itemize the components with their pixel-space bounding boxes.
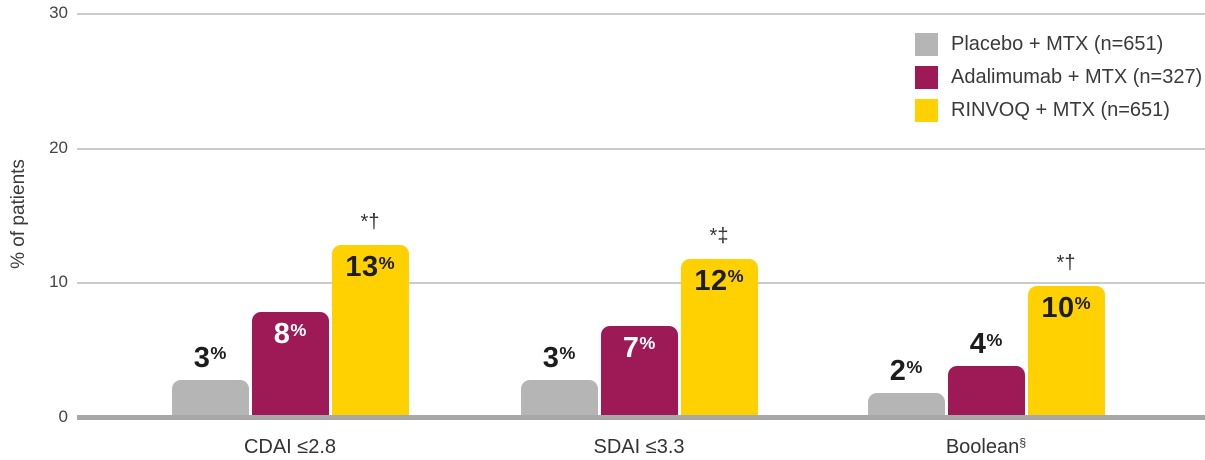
legend-item-rinvoq-mtx: RINVOQ + MTX (n=651) [915,99,1202,122]
bar-value-label: 12% [694,264,744,297]
gridline-10 [77,282,1205,284]
significance-marker: *† [1056,251,1076,274]
bar-value-label: 2% [889,355,923,388]
bar-rinvoq-mtx-boolean [1027,285,1105,420]
x-category-label-boolean: Boolean§ [945,436,1027,459]
legend-label: RINVOQ + MTX (n=651) [951,99,1170,121]
x-category-label-sdai: SDAI ≤3.3 [593,436,685,458]
significance-marker: *† [360,211,380,234]
bar-value-label: 13% [345,251,395,284]
bar-value-label: 4% [969,328,1003,361]
percent-sign: % [378,252,395,273]
legend-swatch [915,66,938,89]
legend-swatch [915,33,938,56]
bar-placebo-mtx-cdai [171,379,249,420]
x-axis-line [77,415,1205,420]
legend-label: Adalimumab + MTX (n=327) [951,66,1203,88]
y-tick-label-20: 20 [49,137,68,157]
y-tick-label-30: 30 [49,3,68,22]
gridline-20 [77,147,1205,150]
legend-item-adalimumab-mtx: Adalimumab + MTX (n=327) [915,66,1202,89]
bar-value-label: 7% [622,331,656,364]
gridline-30 [77,13,1205,15]
bar-adalimumab-mtx-sdai [600,325,678,420]
percent-sign: % [986,329,1003,350]
bar-adalimumab-mtx-boolean [947,366,1025,420]
percent-sign: % [559,343,576,364]
bar-rinvoq-mtx-cdai [331,245,409,420]
bar-value-label: 8% [273,318,307,351]
percent-sign: % [210,343,227,364]
bar-adalimumab-mtx-cdai [251,312,329,420]
bar-value-label: 3% [193,341,227,374]
legend-item-placebo-mtx: Placebo + MTX (n=651) [915,33,1202,56]
bar-placebo-mtx-sdai [520,379,598,420]
y-tick-label-0: 0 [58,406,68,426]
bar-value-label: 10% [1041,291,1091,324]
y-tick-label-10: 10 [49,272,68,291]
percent-sign: % [1074,292,1091,313]
bar-value-label: 3% [542,341,576,374]
bar-rinvoq-mtx-sdai [680,258,758,420]
legend-swatch [915,99,938,122]
significance-marker: *‡ [709,224,729,247]
legend: Placebo + MTX (n=651) Adalimumab + MTX (n… [915,33,1202,132]
percent-sign: % [639,333,656,354]
percent-sign: % [727,266,744,287]
x-category-label-cdai: CDAI ≤2.8 [243,436,337,458]
percent-sign: % [906,356,923,377]
legend-label: Placebo + MTX (n=651) [951,33,1164,55]
footnote-marker: § [1019,436,1027,450]
percent-sign: % [290,319,307,340]
